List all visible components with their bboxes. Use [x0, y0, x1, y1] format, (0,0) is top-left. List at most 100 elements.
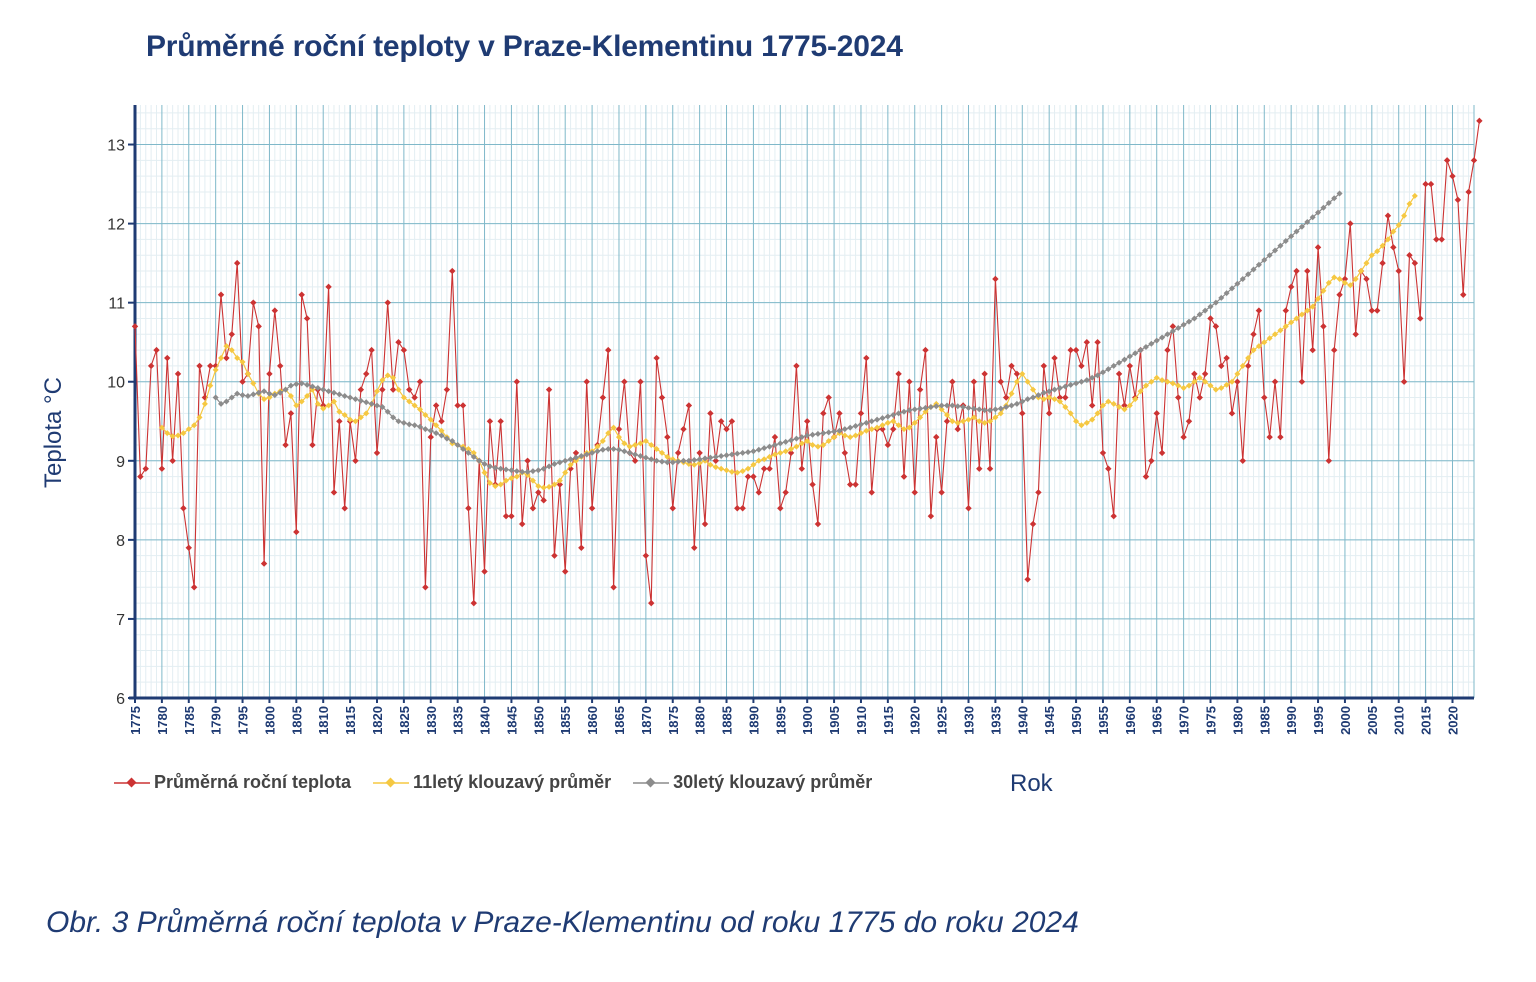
legend-swatch-ma11	[373, 777, 410, 787]
data-point-ma11	[1121, 406, 1128, 413]
data-point-ma30	[546, 463, 553, 470]
data-point-ma30	[723, 452, 730, 459]
data-point-ma11	[782, 448, 789, 455]
data-point-annual	[1051, 354, 1058, 362]
data-point-ma30	[1320, 204, 1327, 211]
data-point-annual	[282, 441, 289, 449]
data-point-ma30	[906, 407, 913, 414]
data-point-ma30	[1315, 209, 1322, 216]
data-point-ma11	[390, 374, 397, 381]
data-point-ma30	[1331, 195, 1338, 202]
data-point-ma11	[1051, 396, 1058, 403]
data-point-ma11	[1352, 275, 1359, 282]
data-point-annual	[766, 465, 773, 472]
data-point-ma30	[363, 399, 370, 406]
data-point-ma11	[1024, 378, 1031, 385]
data-point-ma30	[1019, 398, 1026, 405]
data-point-ma30	[1169, 328, 1176, 335]
data-point-ma30	[352, 396, 359, 403]
data-point-ma30	[255, 389, 262, 396]
data-point-annual	[470, 599, 477, 607]
data-point-annual	[535, 489, 542, 496]
x-tick-label: 1775	[128, 706, 143, 735]
data-point-ma30	[954, 403, 961, 410]
data-point-ma11	[320, 405, 327, 412]
data-point-annual	[583, 378, 590, 385]
data-point-ma30	[443, 435, 450, 442]
data-point-annual	[820, 410, 827, 417]
data-point-ma30	[917, 405, 924, 412]
data-point-ma11	[508, 475, 515, 482]
data-point-ma30	[1159, 334, 1166, 341]
x-tick-label: 1865	[612, 706, 627, 735]
data-point-ma30	[766, 443, 773, 450]
data-point-ma11	[739, 468, 746, 475]
x-tick-label: 1925	[935, 706, 950, 735]
data-point-ma11	[347, 416, 354, 423]
data-point-annual	[443, 386, 451, 393]
data-point-ma11	[1331, 274, 1338, 281]
data-point-ma11	[949, 418, 956, 425]
data-point-ma30	[298, 380, 305, 387]
x-tick-label: 1810	[316, 706, 331, 735]
data-point-ma30	[470, 453, 477, 460]
data-point-annual	[879, 425, 886, 433]
data-point-annual	[1040, 362, 1047, 370]
data-point-annual	[1406, 252, 1413, 259]
data-point-ma11	[158, 424, 165, 431]
data-point-annual	[1368, 307, 1376, 314]
data-point-ma11	[653, 445, 660, 452]
data-point-annual	[1266, 433, 1273, 441]
data-point-ma11	[239, 358, 246, 365]
data-point-annual	[1002, 394, 1010, 401]
x-tick-label: 1805	[289, 706, 304, 735]
data-point-ma11	[513, 473, 520, 480]
data-point-ma11	[1110, 400, 1117, 407]
data-point-ma11	[1191, 378, 1198, 385]
data-point-annual	[567, 465, 574, 472]
data-point-ma30	[234, 390, 241, 397]
data-point-annual	[260, 560, 268, 567]
data-point-ma11	[938, 406, 945, 413]
data-point-ma30	[922, 404, 929, 411]
data-point-annual	[1347, 220, 1354, 227]
data-point-ma11	[1304, 307, 1311, 314]
data-point-annual	[717, 418, 725, 425]
data-point-annual	[497, 418, 504, 425]
data-point-annual	[465, 505, 472, 512]
data-point-annual	[373, 449, 381, 457]
data-point-ma30	[1191, 315, 1198, 322]
data-point-annual	[1395, 267, 1402, 275]
data-point-ma30	[900, 408, 907, 415]
data-point-annual	[336, 418, 343, 425]
data-point-annual	[1180, 433, 1187, 441]
y-axis-label: Teplota °C	[40, 377, 67, 488]
data-point-ma11	[691, 461, 698, 468]
data-point-ma11	[1293, 315, 1300, 322]
x-tick-label: 1895	[773, 706, 788, 735]
data-point-ma30	[734, 450, 741, 457]
data-point-ma30	[1239, 275, 1246, 282]
data-point-annual	[1384, 212, 1392, 219]
data-point-annual	[648, 599, 655, 607]
data-point-annual	[787, 449, 795, 457]
data-point-ma30	[771, 441, 778, 448]
data-point-ma11	[594, 443, 601, 450]
data-point-ma30	[1046, 388, 1053, 395]
data-point-ma30	[836, 427, 843, 434]
data-point-annual	[890, 425, 897, 433]
data-point-ma30	[223, 398, 230, 405]
data-point-annual	[276, 362, 284, 370]
data-point-ma30	[755, 446, 762, 453]
data-point-ma11	[244, 370, 251, 377]
data-point-ma30	[535, 467, 542, 474]
data-point-ma30	[691, 457, 698, 464]
y-tick-label: 12	[107, 217, 125, 234]
data-point-annual	[739, 505, 746, 512]
data-point-ma11	[465, 445, 472, 452]
data-point-ma30	[664, 459, 671, 466]
data-point-ma30	[890, 411, 897, 418]
y-tick-label: 10	[107, 375, 125, 392]
data-point-annual	[755, 489, 762, 496]
data-point-annual	[1029, 520, 1037, 528]
